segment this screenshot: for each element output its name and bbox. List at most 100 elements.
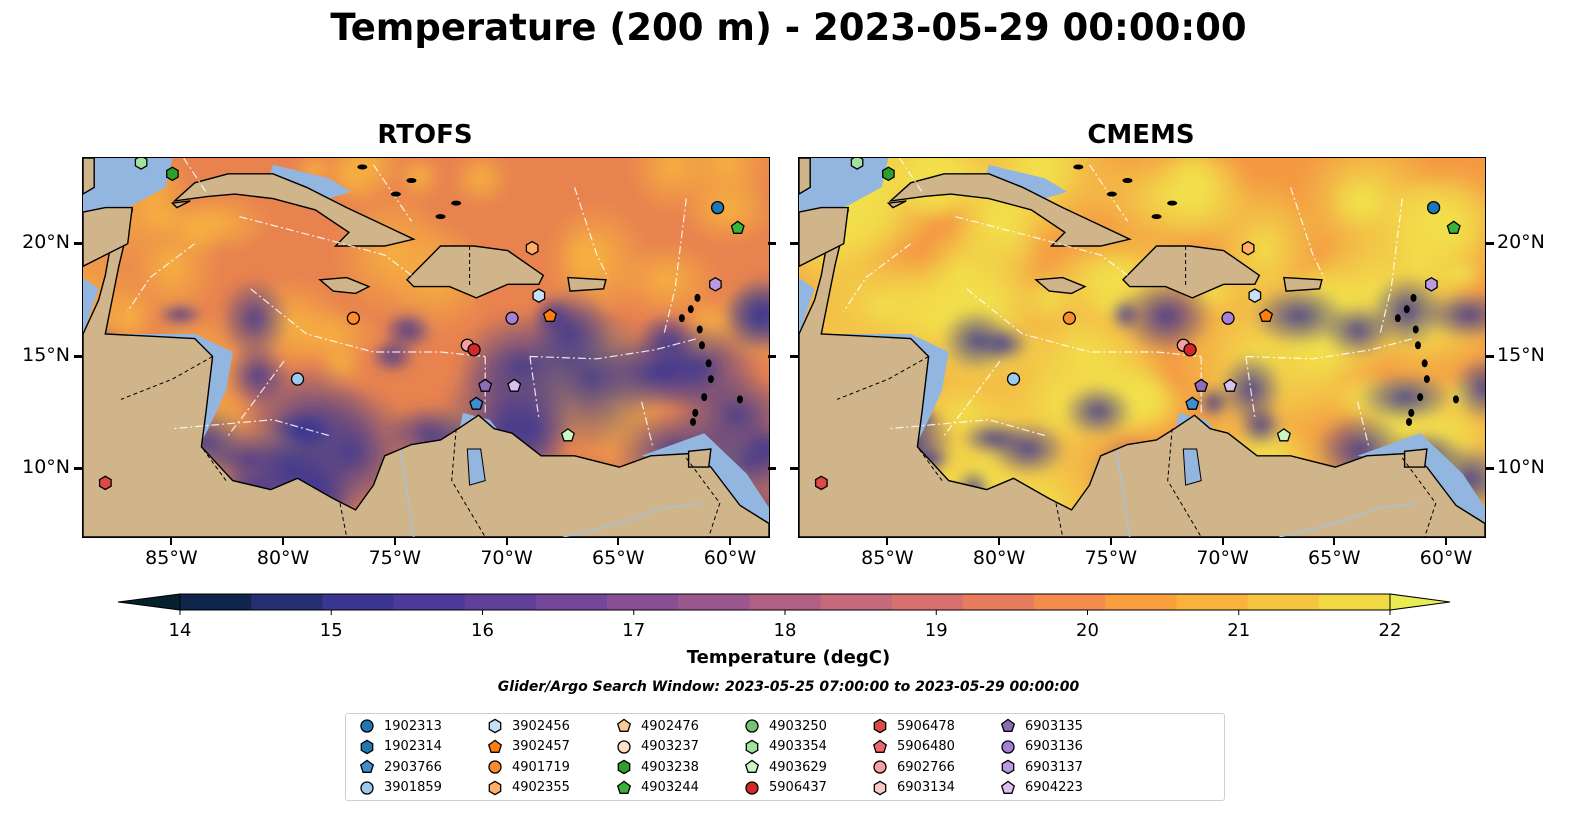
legend-label: 4903354: [769, 739, 827, 754]
float-marker-3902457: [1258, 308, 1274, 322]
float-marker-3902456: [532, 288, 546, 303]
float-marker-6903136: [505, 311, 519, 325]
x-tick-mark: [998, 537, 1001, 545]
legend-item: 6903136: [999, 737, 1083, 757]
x-tick-label: 70°W: [480, 547, 533, 569]
x-tick-label: 60°W: [1419, 547, 1473, 569]
x-tick-mark: [729, 537, 731, 545]
y-tick-label-right: 20°N: [1497, 230, 1545, 253]
hexagon-marker-icon: [360, 739, 374, 754]
float-marker-3901859: [290, 372, 305, 386]
pentagon-marker-icon: [1000, 718, 1016, 732]
circle-marker-icon: [360, 719, 374, 733]
float-marker-5906437: [1183, 343, 1197, 357]
pentagon-marker-icon: [359, 759, 375, 773]
float-marker-2903766: [469, 396, 484, 410]
hexagon-marker-icon: [1001, 759, 1015, 775]
y-tick-mark: [790, 241, 798, 245]
circle-marker-icon: [488, 760, 502, 774]
pentagon-marker-icon: [744, 759, 760, 773]
colorbar-tick-label: 18: [774, 620, 797, 641]
hexagon-marker-icon: [617, 759, 631, 775]
y-tick-mark: [790, 467, 798, 471]
legend-label: 4903250: [769, 718, 827, 734]
y-tick-label-left: 20°N: [22, 230, 70, 253]
legend-label: 5906480: [897, 739, 955, 754]
x-tick-mark: [393, 537, 396, 545]
legend-item: 6903137: [999, 757, 1083, 777]
colorbar-segment: [749, 594, 822, 610]
colorbar-segment: [535, 594, 608, 610]
colorbar-segment: [1105, 594, 1177, 610]
colorbar-segment: [180, 594, 252, 610]
float-marker-6903137: [709, 276, 722, 292]
circle-marker-icon: [1001, 739, 1015, 754]
float-marker-4903354: [134, 158, 148, 170]
legend-label: 4903237: [641, 739, 699, 754]
legend-label: 2903766: [384, 759, 442, 775]
x-tick-label: 80°W: [256, 547, 310, 569]
x-tick-label: 85°W: [145, 547, 198, 569]
hexagon-marker-icon: [745, 739, 759, 754]
x-tick-mark: [1445, 537, 1447, 545]
float-marker-4903629: [560, 428, 575, 442]
float-marker-5906478: [814, 475, 828, 491]
legend-item: 4902476: [615, 716, 699, 736]
legend-item: 5906478: [871, 716, 955, 736]
colorbar-label: Temperature (degC): [686, 647, 891, 668]
y-tick-mark: [74, 241, 82, 245]
legend-item: 6903135: [999, 716, 1083, 736]
x-tick-label: 80°W: [972, 547, 1026, 569]
x-tick-label: 60°W: [703, 547, 757, 569]
colorbar-tick-label: 14: [169, 620, 192, 641]
colorbar-segment: [962, 594, 1035, 610]
colorbar-tick-label: 16: [471, 620, 494, 641]
y-tick-label-left: 10°N: [22, 456, 70, 479]
legend-label: 1902314: [384, 739, 442, 754]
legend-label: 3902456: [512, 718, 570, 734]
x-tick-mark: [1333, 537, 1336, 545]
colorbar-tick-label: 19: [925, 620, 948, 641]
float-marker-4903354: [850, 158, 864, 170]
legend-item: 6904223: [999, 778, 1083, 798]
colorbar-segment: [891, 594, 964, 610]
colorbar-segment: [251, 594, 323, 610]
legend-label: 3902457: [512, 739, 570, 754]
colorbar-tick-label: 17: [622, 620, 645, 641]
circle-marker-icon: [745, 780, 759, 795]
legend-item: 3902456: [486, 716, 570, 736]
colorbar-segment: [678, 594, 750, 610]
colorbar-segment: [1176, 594, 1249, 610]
y-tick-mark: [1486, 354, 1494, 358]
legend-item: 6903134: [871, 778, 955, 798]
legend-item: 4903354: [743, 737, 827, 757]
colorbar-tick-label: 21: [1227, 620, 1250, 641]
pentagon-marker-icon: [616, 718, 632, 732]
legend-item: 6902766: [871, 757, 955, 777]
pentagon-marker-icon: [487, 739, 503, 753]
float-marker-6903135: [478, 378, 493, 392]
float-legend: 1902313 1902314 2903766 3901859 3902456 39024…: [345, 713, 1225, 801]
colorbar-segment: [393, 594, 466, 610]
y-tick-mark: [1486, 467, 1494, 471]
legend-label: 4901719: [512, 759, 570, 775]
legend-label: 5906437: [769, 780, 827, 795]
x-tick-label: 85°W: [861, 547, 914, 569]
float-marker-2903766: [1185, 396, 1200, 410]
circle-marker-icon: [873, 760, 887, 774]
panel-title-cmems: CMEMS: [1087, 120, 1195, 150]
float-marker-4903244: [1446, 220, 1461, 234]
x-tick-label: 70°W: [1196, 547, 1249, 569]
legend-item: 1902314: [358, 737, 442, 757]
x-tick-mark: [1109, 537, 1112, 545]
x-tick-label: 65°W: [1308, 547, 1361, 569]
legend-item: 4903250: [743, 716, 827, 736]
y-tick-label-right: 10°N: [1497, 456, 1545, 479]
y-tick-label-left: 15°N: [22, 343, 70, 366]
figure-title: Temperature (200 m) - 2023-05-29 00:00:0…: [330, 6, 1247, 49]
x-tick-mark: [1221, 537, 1224, 545]
hexagon-marker-icon: [873, 718, 887, 734]
x-tick-mark: [886, 537, 889, 545]
legend-label: 5906478: [897, 718, 955, 734]
float-marker-4903244: [730, 220, 745, 234]
